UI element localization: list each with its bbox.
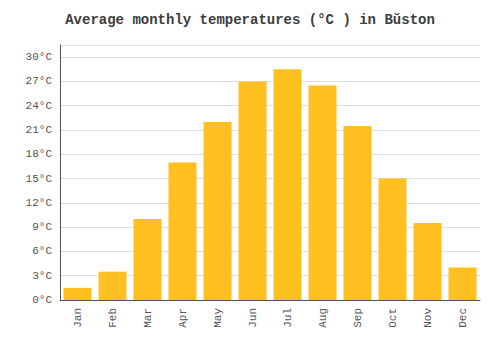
svg-text:Jul: Jul: [282, 308, 294, 328]
svg-text:27°C: 27°C: [26, 75, 53, 87]
svg-text:21°C: 21°C: [26, 124, 53, 136]
svg-text:Jan: Jan: [72, 308, 84, 328]
svg-text:18°C: 18°C: [26, 148, 53, 160]
svg-text:9°C: 9°C: [32, 221, 52, 233]
svg-text:15°C: 15°C: [26, 173, 53, 185]
svg-text:Nov: Nov: [422, 308, 434, 328]
svg-text:30°C: 30°C: [26, 51, 53, 63]
svg-text:Apr: Apr: [177, 308, 189, 328]
svg-text:Aug: Aug: [317, 308, 329, 328]
svg-text:Oct: Oct: [387, 308, 399, 328]
svg-text:Mar: Mar: [142, 308, 154, 328]
svg-text:Dec: Dec: [457, 308, 469, 328]
svg-text:12°C: 12°C: [26, 197, 53, 209]
svg-text:3°C: 3°C: [32, 270, 52, 282]
svg-text:Sep: Sep: [352, 308, 364, 328]
svg-text:0°C: 0°C: [32, 294, 52, 306]
svg-text:6°C: 6°C: [32, 245, 52, 257]
svg-text:May: May: [212, 308, 224, 328]
svg-text:Average monthly temperatures (: Average monthly temperatures (°C ) in Bŭ…: [65, 12, 435, 28]
svg-text:Jun: Jun: [247, 308, 259, 328]
svg-text:Feb: Feb: [107, 308, 119, 328]
svg-text:24°C: 24°C: [26, 100, 53, 112]
